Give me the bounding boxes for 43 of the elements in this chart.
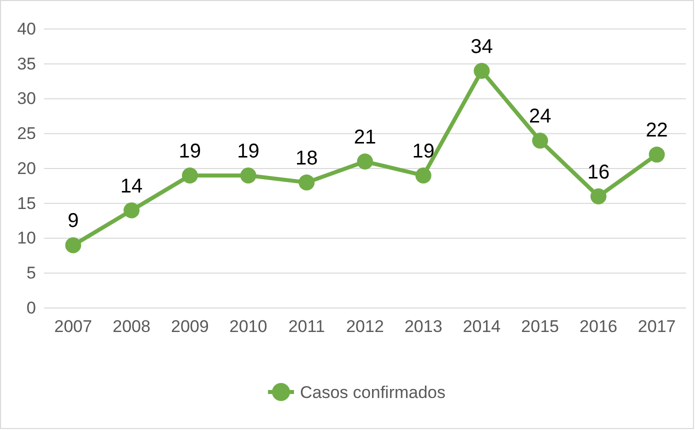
- y-tick-label: 10: [17, 228, 36, 248]
- y-tick-label: 5: [26, 264, 36, 283]
- y-tick-label: 40: [17, 19, 36, 38]
- x-tick-label: 2015: [521, 317, 560, 336]
- data-label: 21: [354, 126, 376, 149]
- point: [124, 202, 140, 218]
- y-tick-label: 0: [26, 298, 36, 318]
- point: [240, 168, 256, 184]
- data-label: 24: [528, 106, 552, 128]
- x-tick-label: 2013: [404, 317, 442, 336]
- x-tick-label: 2017: [638, 317, 676, 336]
- data-label: 14: [120, 175, 143, 198]
- x-tick-label: 2012: [346, 317, 384, 336]
- point: [590, 188, 606, 204]
- data-label: 19: [178, 140, 202, 162]
- y-tick-label: 30: [17, 89, 36, 108]
- legend-label: Casos confirmados: [300, 383, 446, 402]
- y-tick-label: 15: [17, 194, 36, 213]
- y-tick-label: 20: [17, 158, 36, 178]
- point: [298, 174, 315, 190]
- point: [357, 154, 373, 170]
- x-tick-label: 2016: [580, 317, 618, 336]
- data-label: 19: [237, 140, 260, 162]
- x-tick-label: 2009: [170, 317, 209, 336]
- point: [532, 132, 548, 149]
- data-label: 18: [296, 147, 318, 170]
- data-label: 9: [68, 210, 79, 232]
- data-label: 34: [470, 36, 493, 58]
- data-label: 16: [587, 161, 610, 184]
- point: [415, 168, 432, 184]
- x-tick-label: 2011: [288, 317, 325, 336]
- data-label: 22: [646, 120, 668, 142]
- point: [648, 146, 665, 163]
- x-tick-label: 2008: [112, 317, 150, 336]
- x-tick-label: 2014: [462, 317, 501, 336]
- x-tick-label: 2010: [229, 317, 268, 336]
- y-tick-label: 35: [17, 54, 36, 74]
- y-tick-label: 25: [17, 124, 36, 144]
- point: [65, 237, 82, 254]
- point: [182, 168, 198, 184]
- point: [474, 62, 490, 79]
- x-tick-label: 2007: [54, 317, 92, 336]
- data-label: 19: [412, 140, 434, 162]
